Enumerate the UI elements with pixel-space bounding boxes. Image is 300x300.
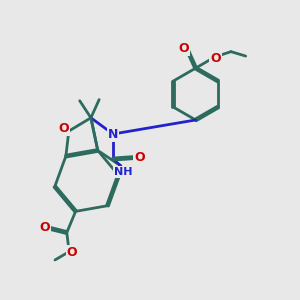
Text: O: O bbox=[178, 42, 189, 55]
Text: O: O bbox=[210, 52, 221, 64]
Text: O: O bbox=[58, 122, 69, 135]
Text: O: O bbox=[67, 246, 77, 260]
Text: O: O bbox=[134, 151, 145, 164]
Text: NH: NH bbox=[114, 167, 132, 177]
Text: O: O bbox=[40, 221, 50, 234]
Text: N: N bbox=[108, 128, 118, 140]
